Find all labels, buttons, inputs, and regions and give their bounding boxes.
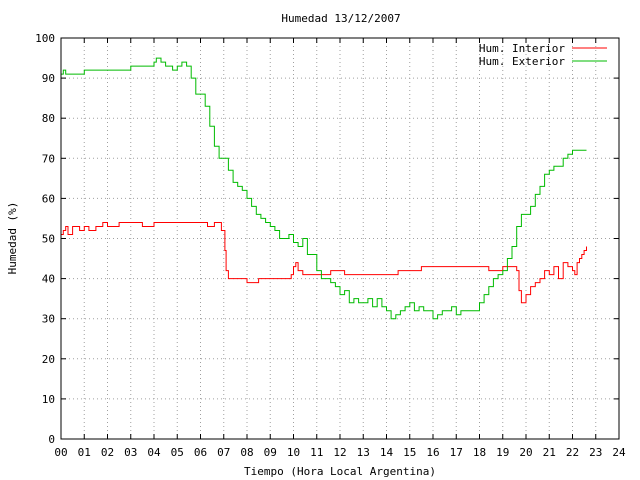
x-tick-label: 20 [519,446,532,459]
y-tick-label: 60 [42,192,55,205]
x-axis: 00 01 02 03 04 05 06 07 08 09 10 11 12 13 14 15 16 17 18 19… [54,38,626,459]
x-tick-label: 00 [54,446,67,459]
x-tick-label: 06 [194,446,207,459]
x-tick-label: 02 [101,446,114,459]
x-tick-label: 15 [403,446,416,459]
y-axis-title: Humedad (%) [6,202,19,275]
x-tick-label: 01 [78,446,91,459]
x-tick-label: 07 [217,446,230,459]
legend-label: Hum. Interior [479,42,565,55]
y-tick-label: 40 [42,273,55,286]
y-tick-label: 10 [42,393,55,406]
series-line-1 [61,57,587,320]
x-tick-label: 12 [333,446,346,459]
y-tick-label: 30 [42,313,55,326]
x-tick-label: 10 [287,446,300,459]
x-tick-label: 23 [589,446,602,459]
y-tick-label: 50 [42,233,55,246]
x-tick-label: 05 [171,446,184,459]
x-tick-label: 17 [450,446,463,459]
y-tick-label: 80 [42,112,55,125]
x-axis-title: Tiempo (Hora Local Argentina) [244,465,436,478]
x-tick-label: 13 [357,446,370,459]
x-tick-label: 11 [310,446,323,459]
x-tick-label: 22 [566,446,579,459]
x-tick-label: 04 [147,446,161,459]
y-tick-label: 20 [42,353,55,366]
x-tick-label: 24 [612,446,626,459]
x-tick-label: 08 [240,446,253,459]
series-line-0 [61,222,587,304]
y-tick-label: 90 [42,72,55,85]
chart-title: Humedad 13/12/2007 [281,12,400,25]
x-tick-label: 21 [543,446,556,459]
grid [61,38,619,439]
x-tick-label: 16 [426,446,439,459]
series-layer [61,57,587,320]
y-tick-label: 100 [35,32,55,45]
x-tick-label: 18 [473,446,486,459]
x-tick-label: 19 [496,446,509,459]
x-tick-label: 09 [264,446,277,459]
y-tick-label: 0 [48,433,55,446]
y-tick-label: 70 [42,152,55,165]
x-tick-label: 14 [380,446,394,459]
y-axis: 0 10 20 30 40 50 60 70 80 90 100 [35,32,619,446]
legend-label: Hum. Exterior [479,55,565,68]
x-tick-label: 03 [124,446,137,459]
